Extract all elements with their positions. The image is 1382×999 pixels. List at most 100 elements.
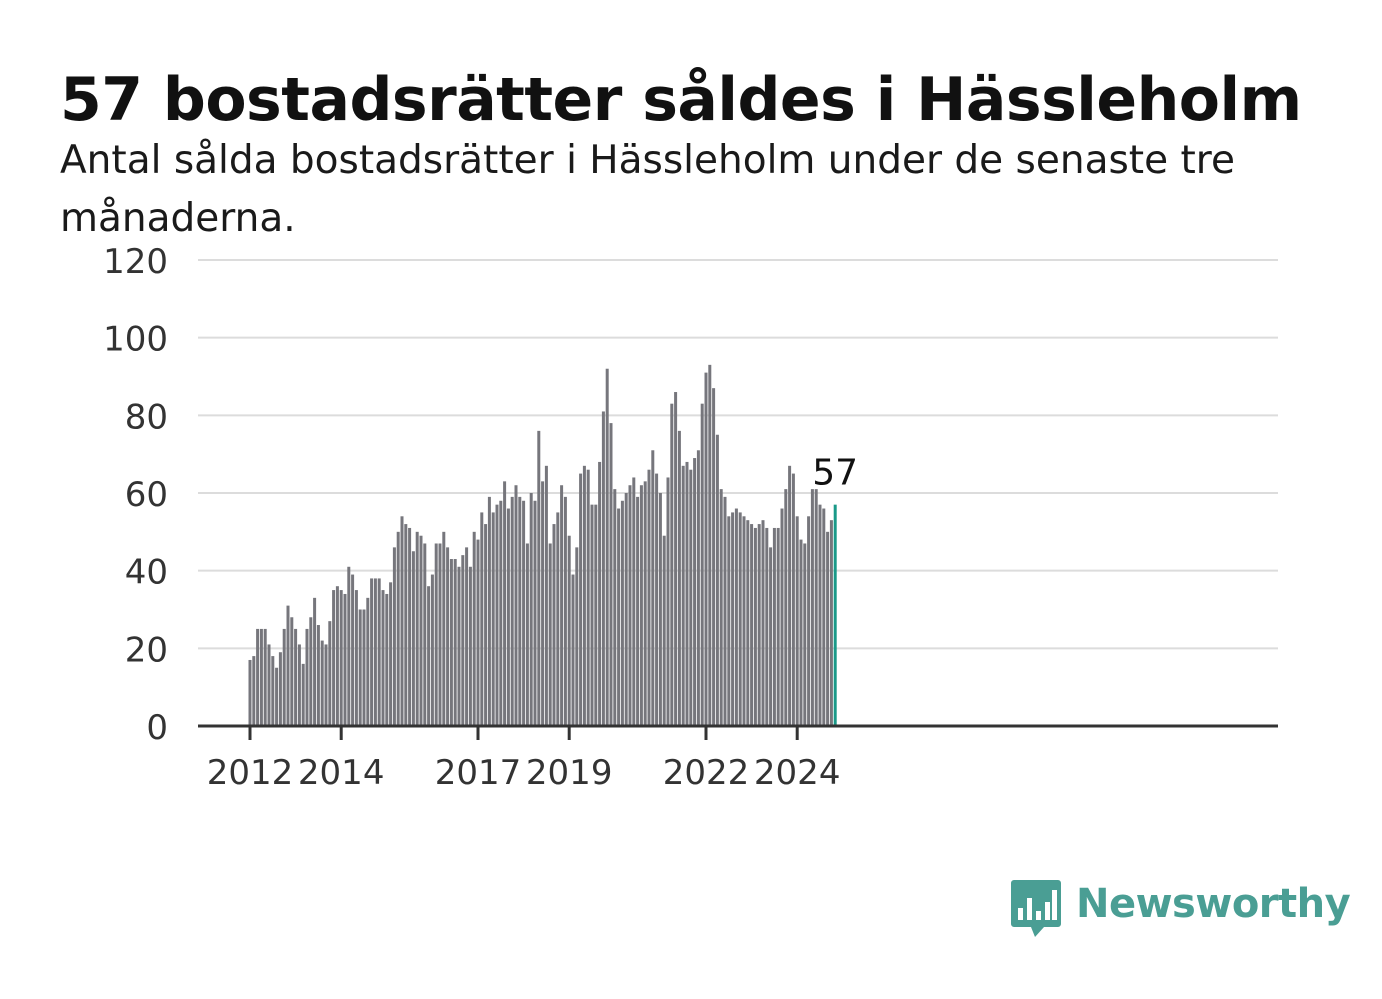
bar bbox=[252, 656, 256, 726]
bar bbox=[537, 430, 541, 726]
bar bbox=[590, 504, 594, 726]
bar bbox=[522, 500, 526, 726]
bar bbox=[434, 543, 438, 726]
bar bbox=[503, 481, 507, 726]
bar bbox=[362, 609, 366, 726]
bar bbox=[560, 485, 564, 726]
bar bbox=[275, 667, 279, 726]
bar bbox=[780, 508, 784, 726]
bar bbox=[734, 508, 738, 726]
x-tick-label: 2014 bbox=[298, 753, 385, 793]
y-tick-label: 60 bbox=[125, 475, 168, 515]
bar bbox=[461, 555, 465, 726]
bar bbox=[351, 574, 355, 726]
bar bbox=[449, 559, 453, 726]
bar bbox=[256, 628, 260, 726]
bar bbox=[552, 524, 556, 726]
bar bbox=[628, 485, 632, 726]
bar bbox=[829, 520, 833, 726]
bar bbox=[601, 411, 605, 726]
bar bbox=[586, 469, 590, 726]
bar bbox=[696, 450, 700, 726]
y-tick-label: 40 bbox=[125, 553, 168, 593]
bar bbox=[271, 656, 275, 726]
bar bbox=[563, 496, 567, 726]
bar bbox=[453, 559, 457, 726]
bar bbox=[712, 388, 716, 726]
bar bbox=[438, 543, 442, 726]
bar bbox=[647, 469, 651, 726]
bar bbox=[731, 512, 735, 726]
bar bbox=[571, 574, 575, 726]
bar bbox=[499, 500, 503, 726]
y-tick-label: 0 bbox=[146, 708, 168, 748]
bar bbox=[491, 512, 495, 726]
bar bbox=[617, 508, 621, 726]
bar bbox=[282, 628, 286, 726]
bar bbox=[746, 520, 750, 726]
bar bbox=[328, 621, 332, 726]
bar bbox=[339, 590, 343, 726]
bar bbox=[810, 489, 814, 726]
bar bbox=[518, 496, 522, 726]
bar bbox=[723, 496, 727, 726]
bar bbox=[799, 539, 803, 726]
bar bbox=[636, 496, 640, 726]
bar bbox=[548, 543, 552, 726]
bar bbox=[468, 566, 472, 726]
bar bbox=[430, 574, 434, 726]
bar bbox=[750, 524, 754, 726]
bar bbox=[392, 547, 396, 726]
bar bbox=[423, 543, 427, 726]
bar bbox=[795, 516, 799, 726]
grid-lines bbox=[198, 259, 1278, 650]
bar bbox=[408, 527, 412, 726]
bar bbox=[826, 531, 830, 726]
y-axis-ticks: 0 20 40 60 80 100 120 bbox=[103, 242, 168, 748]
highlight-value-label: 57 bbox=[812, 453, 858, 494]
bar bbox=[343, 593, 347, 726]
bar bbox=[411, 551, 415, 726]
newsworthy-logo-icon bbox=[1011, 880, 1061, 937]
bar bbox=[347, 566, 351, 726]
bar bbox=[772, 527, 776, 726]
bar bbox=[297, 644, 301, 726]
bar bbox=[689, 469, 693, 726]
bar bbox=[335, 586, 339, 726]
bar bbox=[803, 543, 807, 726]
bar bbox=[465, 547, 469, 726]
bar bbox=[487, 496, 491, 726]
bar bbox=[267, 644, 271, 726]
bar bbox=[385, 593, 389, 726]
x-tick-label: 2024 bbox=[754, 753, 841, 793]
chart-title: 57 bostadsrätter såldes i Hässleholm bbox=[60, 65, 1302, 135]
bar bbox=[529, 493, 533, 726]
bar bbox=[818, 504, 822, 726]
y-tick-label: 100 bbox=[103, 320, 168, 360]
bar bbox=[662, 535, 666, 726]
brand: Newsworthy bbox=[1010, 878, 1351, 942]
brand-name: Newsworthy bbox=[1076, 881, 1351, 927]
bar bbox=[446, 547, 450, 726]
bar bbox=[681, 465, 685, 726]
bar bbox=[685, 461, 689, 726]
y-tick-label: 80 bbox=[125, 397, 168, 437]
bar bbox=[575, 547, 579, 726]
bar bbox=[495, 504, 499, 726]
bar bbox=[632, 477, 636, 726]
chart-subtitle: Antal sålda bostadsrätter i Hässleholm u… bbox=[60, 138, 1235, 241]
bar bbox=[674, 392, 678, 726]
bar bbox=[332, 590, 336, 726]
bar bbox=[457, 566, 461, 726]
bar bbox=[708, 364, 712, 726]
bar bbox=[373, 578, 377, 726]
bar bbox=[738, 512, 742, 726]
bar bbox=[567, 535, 571, 726]
bar-chart: 0 20 40 60 80 100 120 2012 2014 2017 2019 2022 2024… bbox=[103, 242, 1278, 793]
bar bbox=[613, 489, 617, 726]
bar bbox=[419, 535, 423, 726]
bar bbox=[484, 524, 488, 726]
bar bbox=[579, 473, 583, 726]
y-tick-label: 20 bbox=[125, 630, 168, 670]
bar bbox=[472, 531, 476, 726]
